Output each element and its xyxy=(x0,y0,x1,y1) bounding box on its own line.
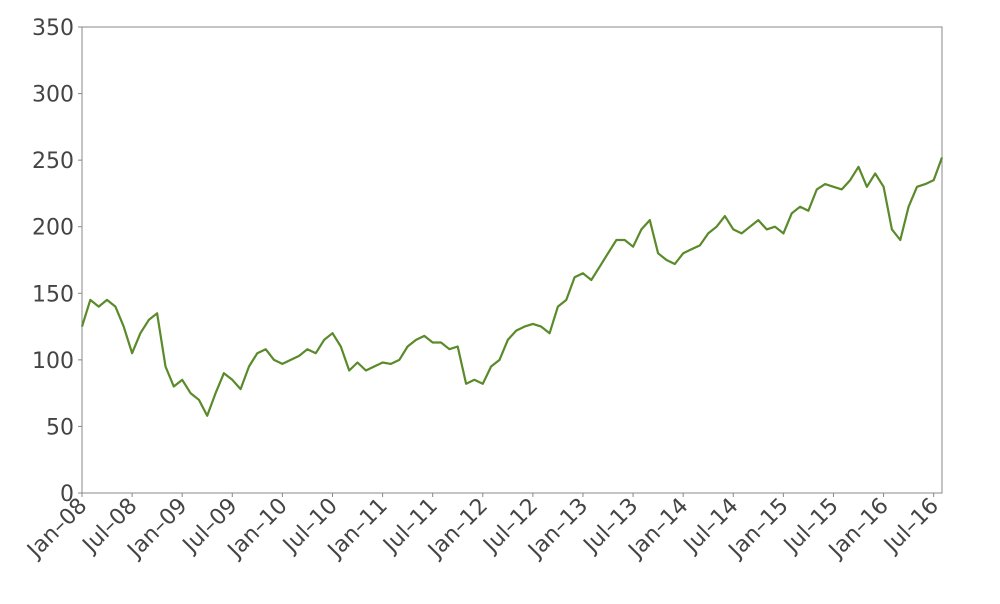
series-line xyxy=(80,157,944,417)
y-tick-label: 350 xyxy=(32,16,74,41)
y-tick-label: 200 xyxy=(32,216,74,241)
y-tick-label: 50 xyxy=(46,415,74,440)
x-tick-label: Jan–08 xyxy=(22,494,93,565)
x-tick-label: Jul–16 xyxy=(878,494,943,559)
y-tick-label: 300 xyxy=(32,83,74,108)
y-tick-label: 100 xyxy=(32,349,74,374)
plot-frame xyxy=(81,26,943,494)
y-tick-label: 250 xyxy=(32,149,74,174)
y-tick-label: 0 xyxy=(60,482,74,507)
y-tick-label: 150 xyxy=(32,282,74,307)
